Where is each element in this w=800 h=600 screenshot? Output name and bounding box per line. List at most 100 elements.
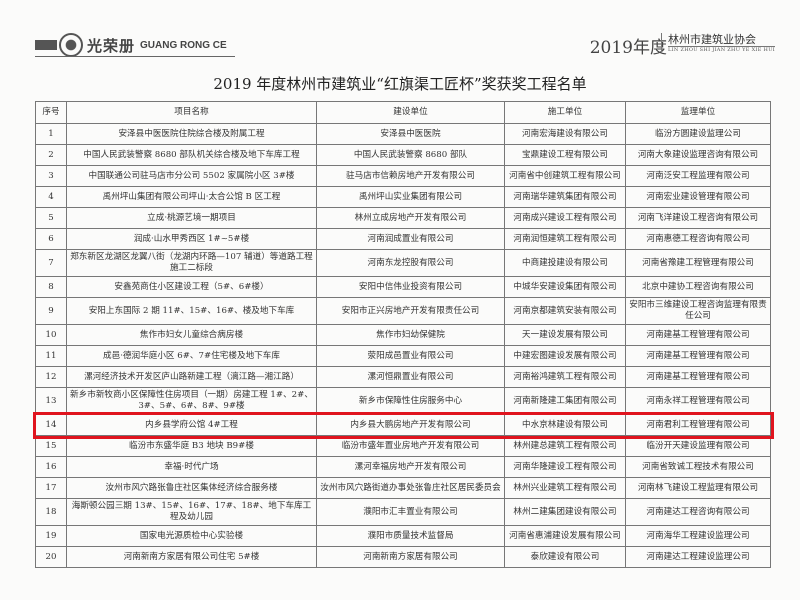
table-cell: 河南润恒建筑工程有限公司 xyxy=(504,228,626,250)
table-cell: 2 xyxy=(35,144,67,166)
table-cell: 河南省豫建工程管理有限公司 xyxy=(625,249,771,277)
table-cell: 河南泛安工程监理有限公司 xyxy=(625,165,771,187)
table-cell: 临汾市东盛华庭 B3 地块 B9#楼 xyxy=(66,435,317,457)
table-cell: 宝鼎建设工程有限公司 xyxy=(504,144,626,166)
table-cell: 河南省中创建筑工程有限公司 xyxy=(504,165,626,187)
table-cell: 临汾开天建设监理有限公司 xyxy=(625,435,771,457)
table-cell: 河南林飞建设工程监理有限公司 xyxy=(625,477,771,499)
table-cell: 河南华隆建设工程有限公司 xyxy=(504,456,626,478)
table-row: 6 润成·山水甲秀西区 1#~5#楼 河南润成置业有限公司 河南润恒建筑工程有限公司河… xyxy=(35,228,771,250)
table-cell: 濮阳市汇丰置业有限公司 xyxy=(316,498,505,526)
table-cell: 禹州坪山集团有限公司坪山·太合公馆 B 区工程 xyxy=(66,186,317,208)
table-cell: 安鑫苑商住小区建设工程（5#、6#楼） xyxy=(66,276,317,298)
table-cell: 河南宏海建设有限公司 xyxy=(504,123,626,145)
table-cell: 河南建基工程管理有限公司 xyxy=(625,345,771,367)
association: 林州市建筑业协会 LIN ZHOU SHI JIAN ZHU YE XIE HU… xyxy=(660,33,775,53)
table-row: 2 中国人民武装警察 8680 部队机关综合楼及地下车库工程 中国人民武装警察 86… xyxy=(35,144,771,166)
logo-en: GUANG RONG CE xyxy=(140,39,227,51)
table-cell: 河南新隆建工集团有限公司 xyxy=(504,387,626,415)
table-cell: 安阳市三维建设工程咨询监理有限责任公司 xyxy=(625,297,771,325)
table-row: 17 汝州市风穴路张鲁庄社区集体经济综合服务楼 汝州市风穴路街道办事处张鲁庄社区居民… xyxy=(35,477,771,499)
table-cell: 安阳上东国际 2 期 11#、15#、16#、楼及地下车库 xyxy=(66,297,317,325)
table-row: 5 立成·桃源艺境一期项目 林州立成房地产开发有限公司 河南成兴建设工程有限公司 河南飞… xyxy=(35,207,771,229)
table-cell: 河南裕鸿建筑工程有限公司 xyxy=(504,366,626,388)
table-cell: 20 xyxy=(35,546,67,568)
table-cell: 河南大象建设监理咨询有限公司 xyxy=(625,144,771,166)
table-row: 9 安阳上东国际 2 期 11#、15#、16#、楼及地下车库 安阳市正兴房地产开发… xyxy=(35,297,771,325)
table-cell: 新乡市保障性住房服务中心 xyxy=(316,387,505,415)
table-cell: 河南省惠浦建设发展有限公司 xyxy=(504,525,626,547)
table-cell: 中国联通公司驻马店市分公司 5502 家属院小区 3#楼 xyxy=(66,165,317,187)
table-cell: 漯河恒鼎置业有限公司 xyxy=(316,366,505,388)
table-row: 12 漯河经济技术开发区庐山路新建工程（漓江路—湘江路） 漯河恒鼎置业有限公司 河南裕… xyxy=(35,366,771,388)
table-cell: 林州二建集团建设有限公司 xyxy=(504,498,626,526)
table-cell: 汝州市风穴路街道办事处张鲁庄社区居民委员会 xyxy=(316,477,505,499)
table-cell: 河南省致诚工程技术有限公司 xyxy=(625,456,771,478)
table-row: 8 安鑫苑商住小区建设工程（5#、6#楼） 安阳中信伟业投资有限公司 中城华安建设集团… xyxy=(35,276,771,298)
year-label: 2019年度 xyxy=(589,38,667,58)
table-cell: 7 xyxy=(35,249,67,277)
document-title: 2019 年度林州市建筑业“红旗渠工匠杯”奖获奖工程名单 xyxy=(213,75,587,93)
table-cell: 林州立成房地产开发有限公司 xyxy=(316,207,505,229)
table-cell: 河南惠德工程咨询有限公司 xyxy=(625,228,771,250)
table-cell: 中国人民武装警察 8680 部队机关综合楼及地下车库工程 xyxy=(66,144,317,166)
table-row: 16 幸福·时代广场 漯河幸福房地产开发有限公司 河南华隆建设工程有限公司 河南省致诚工… xyxy=(35,456,771,478)
table-cell: 中国人民武装警察 8680 部队 xyxy=(316,144,505,166)
award-table: 序号 项目名称 建设单位 施工单位 监理单位 1 安泽县中医医院住院综合楼及附属工程 安泽县… xyxy=(35,101,771,568)
column-header: 建设单位 xyxy=(316,101,505,124)
column-header: 监理单位 xyxy=(625,101,771,124)
column-header: 项目名称 xyxy=(66,101,317,124)
table-cell: 安阳中信伟业投资有限公司 xyxy=(316,276,505,298)
table-cell: 6 xyxy=(35,228,67,250)
table-cell: 河南新南方家居有限公司 xyxy=(316,546,505,568)
table-cell: 林州兴业建筑工程有限公司 xyxy=(504,477,626,499)
table-cell: 新乡市新牧商小区保障性住房项目（一期）房建工程 1#、2#、3#、5#、6#、8… xyxy=(66,387,317,415)
logo: 光荣册 GUANG RONG CE xyxy=(35,33,227,57)
table-cell: 河南新南方家居有限公司住宅 5#楼 xyxy=(66,546,317,568)
table-row: 14 内乡县学府公馆 4#工程 内乡县大鹏房地产开发有限公司 中水京林建设有限公司 河南… xyxy=(35,414,771,436)
table-cell: 立成·桃源艺境一期项目 xyxy=(66,207,317,229)
table-row: 18 海斯顿公园三期 13#、15#、16#、17#、18#、地下车库工程及幼儿园… xyxy=(35,498,771,526)
table-header: 序号 项目名称 建设单位 施工单位 监理单位 xyxy=(35,101,771,124)
table-cell: 3 xyxy=(35,165,67,187)
table-cell: 10 xyxy=(35,324,67,346)
table-cell: 中建宏图建设发展有限公司 xyxy=(504,345,626,367)
table-cell: 河南宏业建设管理有限公司 xyxy=(625,186,771,208)
table-cell: 河南瑞华建筑集团有限公司 xyxy=(504,186,626,208)
table-row: 11 成邑·德润华庭小区 6#、7#住宅楼及地下车库 荥阳成邑置业有限公司 中建宏图建… xyxy=(35,345,771,367)
table-cell: 河南润成置业有限公司 xyxy=(316,228,505,250)
association-name: 林州市建筑业协会 xyxy=(667,33,775,47)
table-cell: 荥阳成邑置业有限公司 xyxy=(316,345,505,367)
table-cell: 河南建基工程管理有限公司 xyxy=(625,324,771,346)
table-row: 4 禹州坪山集团有限公司坪山·太合公馆 B 区工程 禹州坪山实业集团有限公司 河南瑞华… xyxy=(35,186,771,208)
table-cell: 4 xyxy=(35,186,67,208)
table-row: 3 中国联通公司驻马店市分公司 5502 家属院小区 3#楼 驻马店市信赖房地产开发… xyxy=(35,165,771,187)
table-cell: 河南建达工程建设监理公司 xyxy=(625,546,771,568)
table-cell: 幸福·时代广场 xyxy=(66,456,317,478)
table-cell: 8 xyxy=(35,276,67,298)
table-row: 7 郑东新区龙湖区龙翼八街（龙湖内环路—107 辅道）等道路工程施工二标段 河南东龙… xyxy=(35,249,771,277)
table-cell: 18 xyxy=(35,498,67,526)
table-cell: 河南建达工程咨询有限公司 xyxy=(625,498,771,526)
table-cell: 天一建设发展有限公司 xyxy=(504,324,626,346)
table-cell: 12 xyxy=(35,366,67,388)
table-cell: 濮阳市质量技术监督局 xyxy=(316,525,505,547)
table-cell: 1 xyxy=(35,123,67,145)
table-cell: 泰欣建设有限公司 xyxy=(504,546,626,568)
page-header: 光荣册 GUANG RONG CE 2019年度 林州市建筑业协会 LIN ZH… xyxy=(35,33,775,59)
table-cell: 漯河幸福房地产开发有限公司 xyxy=(316,456,505,478)
table-cell: 郑东新区龙湖区龙翼八街（龙湖内环路—107 辅道）等道路工程施工二标段 xyxy=(66,249,317,277)
table-cell: 国家电光源质检中心实验楼 xyxy=(66,525,317,547)
logo-bar xyxy=(35,40,57,50)
table-cell: 汝州市风穴路张鲁庄社区集体经济综合服务楼 xyxy=(66,477,317,499)
table-cell: 13 xyxy=(35,387,67,415)
table-cell: 中商建投建设有限公司 xyxy=(504,249,626,277)
table-cell: 驻马店市信赖房地产开发有限公司 xyxy=(316,165,505,187)
table-row: 15 临汾市东盛华庭 B3 地块 B9#楼 临汾市盛年置业房地产开发有限公司 林州建总… xyxy=(35,435,771,457)
table-row: 1 安泽县中医医院住院综合楼及附属工程 安泽县中医医院 河南宏海建设有限公司 临汾方圆建… xyxy=(35,123,771,145)
table-cell: 15 xyxy=(35,435,67,457)
table-cell: 5 xyxy=(35,207,67,229)
table-cell: 禹州坪山实业集团有限公司 xyxy=(316,186,505,208)
table-cell: 临汾方圆建设监理公司 xyxy=(625,123,771,145)
table-cell: 北京中建协工程咨询有限公司 xyxy=(625,276,771,298)
